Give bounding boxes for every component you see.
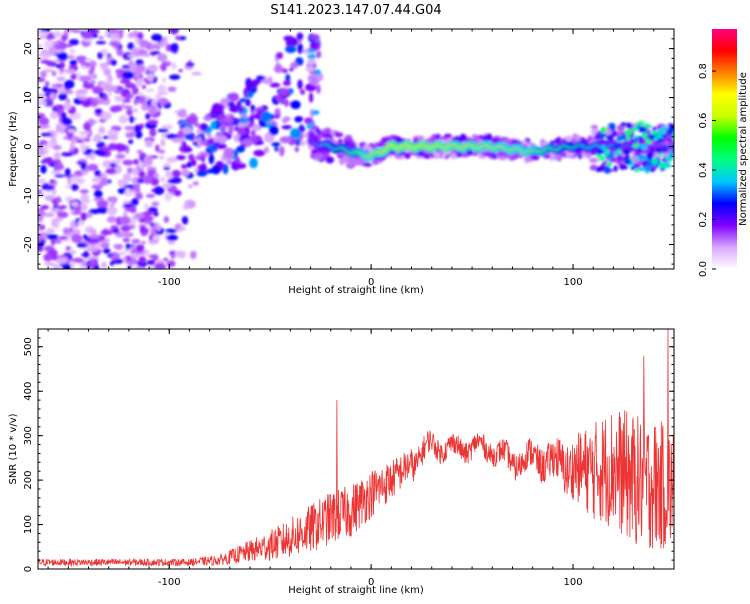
y-tick-label: -10 bbox=[23, 187, 34, 203]
y-tick-label: 200 bbox=[23, 471, 34, 490]
y-tick-label: 0 bbox=[23, 143, 34, 149]
snr-line-path bbox=[38, 329, 674, 568]
colorbar: 0.0 0.2 0.4 0.6 0.8 Normalized spectral ampl… bbox=[698, 29, 749, 277]
y-tick-label: 300 bbox=[23, 426, 34, 445]
x-tick-label: 0 bbox=[368, 277, 374, 288]
y-tick-label: 0 bbox=[23, 566, 34, 572]
y-tick-label: 100 bbox=[23, 515, 34, 534]
colorbar-tick-label: 0.6 bbox=[698, 113, 709, 129]
figure-title: S141.2023.147.07.44.G04 bbox=[270, 3, 441, 18]
colorbar-tick-label: 0.8 bbox=[698, 63, 709, 79]
spectrogram-frame bbox=[37, 28, 675, 270]
x-tick-label: -100 bbox=[158, 577, 181, 588]
x-tick-label: 100 bbox=[564, 577, 583, 588]
colorbar-label: Normalized spectral amplitude bbox=[738, 72, 749, 226]
spectrogram-xlabel: Height of straight line (km) bbox=[288, 285, 424, 296]
snr-panel: -100 0 100 0 100 200 300 400 500 Height of strai… bbox=[8, 328, 675, 596]
snr-ticks: -100 0 100 0 100 200 300 400 500 bbox=[23, 328, 675, 588]
snr-xlabel: Height of straight line (km) bbox=[288, 585, 424, 596]
snr-frame bbox=[37, 328, 675, 570]
spectrogram-heatmap bbox=[38, 29, 674, 269]
snr-ylabel: SNR (10 * v/v) bbox=[8, 413, 19, 484]
snr-series-line bbox=[38, 329, 674, 568]
y-tick-label: 500 bbox=[23, 337, 34, 356]
colorbar-gradient bbox=[712, 29, 737, 269]
y-tick-label: 10 bbox=[23, 91, 34, 104]
x-tick-label: -100 bbox=[158, 277, 181, 288]
x-tick-label: 100 bbox=[564, 277, 583, 288]
spectrogram-ylabel: Frequency (Hz) bbox=[8, 111, 19, 187]
y-tick-label: 400 bbox=[23, 382, 34, 401]
y-tick-label: -20 bbox=[23, 236, 34, 252]
colorbar-ticks: 0.0 0.2 0.4 0.6 0.8 bbox=[698, 63, 716, 277]
y-tick-label: 20 bbox=[23, 42, 34, 55]
colorbar-tick-label: 0.0 bbox=[698, 261, 709, 277]
colorbar-tick-label: 0.2 bbox=[698, 212, 709, 228]
colorbar-tick-label: 0.4 bbox=[698, 162, 709, 178]
x-tick-label: 0 bbox=[368, 577, 374, 588]
